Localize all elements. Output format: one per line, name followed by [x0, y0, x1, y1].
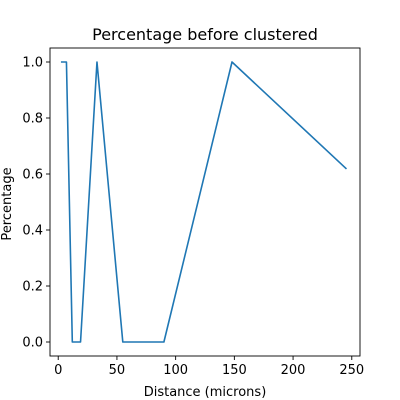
chart-title: Percentage before clustered: [92, 25, 318, 44]
series-line-0: [60, 61, 348, 343]
x-tick-label: 150: [222, 363, 247, 378]
x-tick-label: 100: [163, 363, 188, 378]
plot-area: 0 50 100 150 200 250 0.0 0.2 0.4 0.6 0.8 1.0: [22, 47, 364, 378]
x-tick-label: 50: [109, 363, 126, 378]
x-tick-label: 200: [281, 363, 306, 378]
y-tick-label: 0.8: [22, 112, 43, 127]
x-axis-label: Distance (microns): [144, 385, 267, 400]
axes-frame: [49, 47, 361, 357]
y-tick-label: 0.2: [22, 280, 43, 295]
x-tick-label: 0: [54, 363, 62, 378]
y-axis-label: Percentage: [0, 167, 15, 240]
y-tick-label: 0.4: [22, 224, 43, 239]
y-tick-label: 0.0: [22, 336, 43, 351]
y-tick-label: 0.6: [22, 168, 43, 183]
y-tick-label: 1.0: [22, 56, 43, 71]
x-tick-label: 250: [339, 363, 364, 378]
